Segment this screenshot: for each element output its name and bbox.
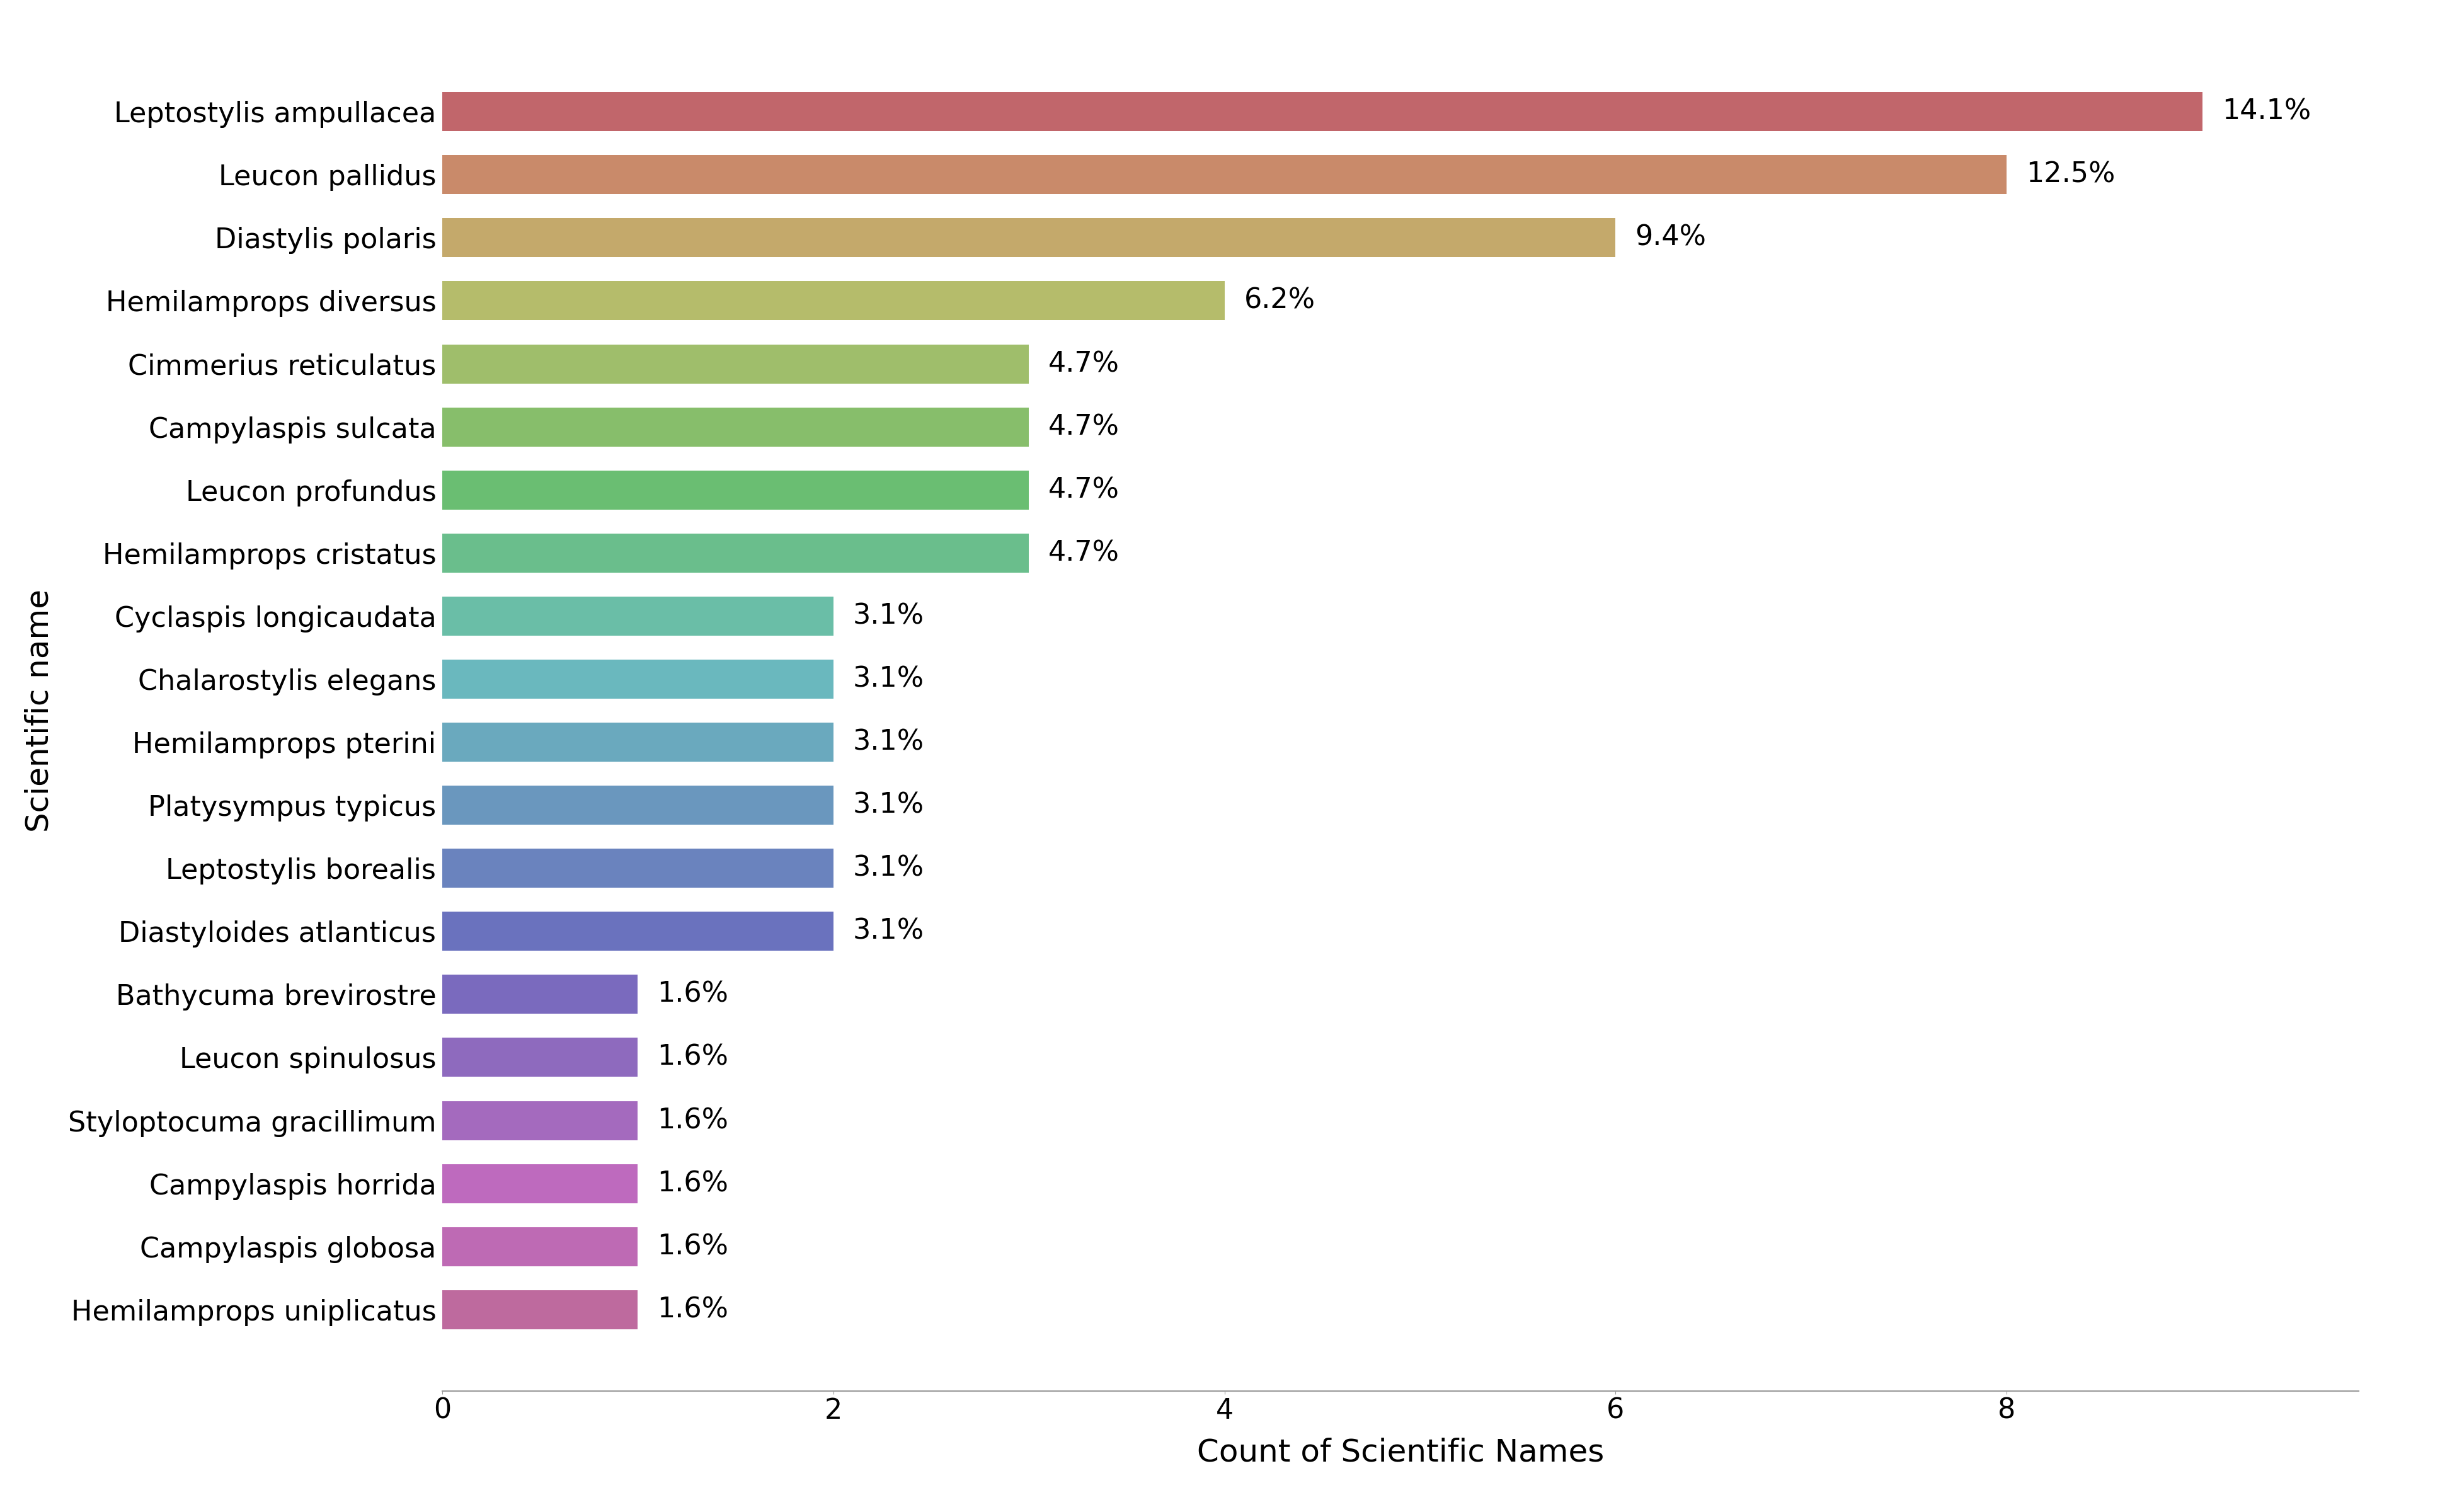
Bar: [442, 1164, 639, 1204]
Bar: [442, 281, 1224, 321]
Bar: [442, 218, 1617, 257]
Text: 4.7%: 4.7%: [1049, 476, 1120, 503]
Text: 4.7%: 4.7%: [1049, 540, 1120, 567]
Bar: [442, 534, 1029, 573]
Text: 14.1%: 14.1%: [2221, 98, 2312, 125]
Text: 1.6%: 1.6%: [658, 1043, 730, 1070]
Text: 1.6%: 1.6%: [658, 1107, 730, 1134]
Bar: [442, 723, 833, 762]
Text: 3.1%: 3.1%: [853, 729, 924, 756]
Bar: [442, 786, 833, 824]
Bar: [442, 1037, 639, 1077]
Bar: [442, 659, 833, 699]
Bar: [442, 156, 2007, 194]
Bar: [442, 407, 1029, 446]
Text: 12.5%: 12.5%: [2027, 162, 2115, 187]
Bar: [442, 912, 833, 951]
Text: 3.1%: 3.1%: [853, 918, 924, 945]
Bar: [442, 1101, 639, 1140]
Text: 3.1%: 3.1%: [853, 854, 924, 881]
Bar: [442, 1228, 639, 1266]
Text: 1.6%: 1.6%: [658, 1296, 730, 1323]
Text: 3.1%: 3.1%: [853, 792, 924, 820]
Bar: [442, 597, 833, 635]
Bar: [442, 470, 1029, 510]
Text: 3.1%: 3.1%: [853, 665, 924, 692]
Bar: [442, 345, 1029, 384]
Text: 9.4%: 9.4%: [1636, 224, 1705, 251]
Bar: [442, 1290, 639, 1329]
Y-axis label: Scientific name: Scientific name: [25, 590, 54, 832]
Text: 6.2%: 6.2%: [1243, 287, 1314, 314]
X-axis label: Count of Scientific Names: Count of Scientific Names: [1197, 1438, 1604, 1468]
Text: 4.7%: 4.7%: [1049, 413, 1120, 440]
Text: 1.6%: 1.6%: [658, 1170, 730, 1198]
Text: 1.6%: 1.6%: [658, 1234, 730, 1259]
Text: 3.1%: 3.1%: [853, 602, 924, 629]
Bar: [442, 975, 639, 1015]
Text: 1.6%: 1.6%: [658, 981, 730, 1009]
Bar: [442, 848, 833, 888]
Text: 4.7%: 4.7%: [1049, 351, 1120, 378]
Bar: [442, 92, 2201, 132]
